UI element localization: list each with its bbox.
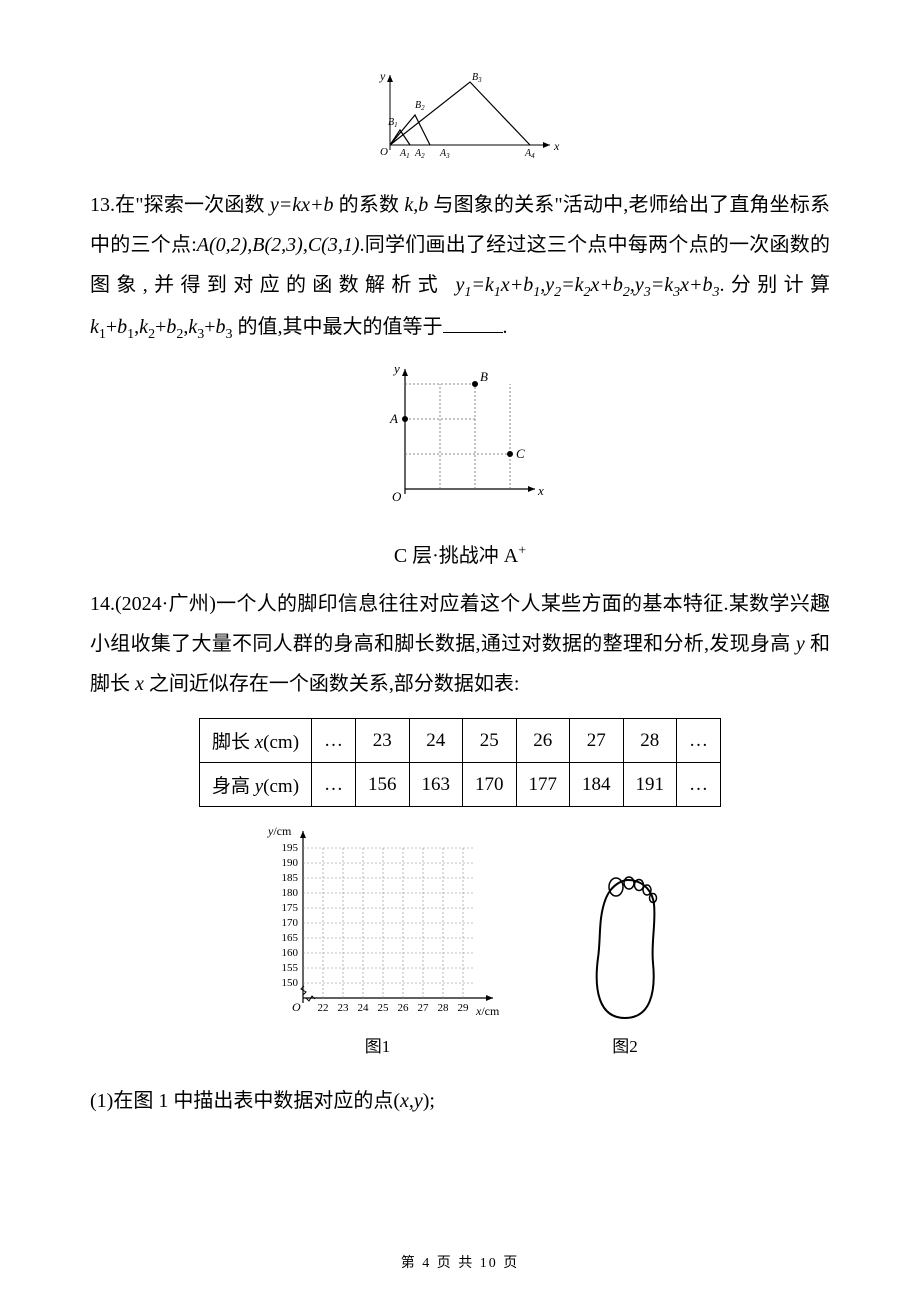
table-cell: 170 — [463, 763, 517, 807]
q13-paragraph: 13.在"探索一次函数 y=kx+b 的系数 k,b 与图象的关系"活动中,老师… — [90, 185, 830, 349]
table-row: 脚长 x(cm) … 23 24 25 26 27 28 … — [199, 719, 720, 763]
q14-y: y — [796, 633, 805, 655]
q13-kb: k,b — [404, 194, 428, 216]
table-header-x: 脚长 x(cm) — [199, 719, 311, 763]
svg-text:x: x — [553, 139, 560, 153]
table-cell: 25 — [463, 719, 517, 763]
svg-text:28: 28 — [437, 1002, 449, 1014]
figure-q13: x y O A B C — [90, 359, 830, 519]
table-header-y: 身高 y(cm) — [199, 763, 311, 807]
svg-text:185: 185 — [281, 872, 298, 884]
table-cell: 191 — [623, 763, 677, 807]
svg-text:175: 175 — [281, 902, 298, 914]
q14-t1: 14.(2024·广州)一个人的脚印信息往往对应着这个人某些方面的基本特征.某数… — [90, 593, 830, 655]
svg-text:A: A — [389, 411, 398, 426]
q14-paragraph: 14.(2024·广州)一个人的脚印信息往往对应着这个人某些方面的基本特征.某数… — [90, 584, 830, 704]
table-cell: 156 — [356, 763, 410, 807]
table-cell: … — [677, 763, 721, 807]
svg-text:A3: A3 — [439, 148, 450, 160]
page-container: x y O A1 A2 A3 A4 B1 B2 B3 13.在"探索一次函数 y… — [0, 0, 920, 1302]
svg-text:B2: B2 — [415, 100, 425, 112]
page-footer: 第 4 页 共 10 页 — [0, 1252, 920, 1272]
table-cell: 163 — [409, 763, 463, 807]
svg-text:B1: B1 — [388, 117, 398, 129]
q13-svg: x y O A B C — [370, 359, 550, 514]
q14-chart1-svg: O x/cm y/cm 150 155 160 165 170 175 180 … — [248, 823, 508, 1023]
svg-text:25: 25 — [377, 1002, 389, 1014]
fill-blank — [443, 312, 503, 333]
q14-chart1-wrap: O x/cm y/cm 150 155 160 165 170 175 180 … — [248, 823, 508, 1057]
table-cell: 27 — [570, 719, 624, 763]
q13-t2: 的系数 — [334, 194, 405, 216]
chart1-caption: 图1 — [248, 1032, 508, 1057]
q13-formula: y=kx+b — [270, 194, 334, 216]
section-c-sup: + — [518, 543, 526, 558]
q13-t7: . — [503, 316, 508, 338]
table-cell: … — [677, 719, 721, 763]
svg-text:165: 165 — [281, 932, 298, 944]
svg-text:23: 23 — [337, 1002, 349, 1014]
figure-q12: x y O A1 A2 A3 A4 B1 B2 B3 — [90, 70, 830, 165]
svg-text:B3: B3 — [472, 72, 482, 84]
q14-subq1-text: (1)在图 1 中描出表中数据对应的点(x,y); — [90, 1090, 435, 1112]
svg-text:C: C — [516, 446, 525, 461]
svg-text:A4: A4 — [524, 148, 535, 160]
q13-sums: k1+b1,k2+b2,k3+b3 — [90, 316, 233, 338]
section-c-heading: C 层·挑战冲 A+ — [90, 539, 830, 568]
chart2-caption: 图2 — [578, 1032, 673, 1057]
q14-figures-row: O x/cm y/cm 150 155 160 165 170 175 180 … — [90, 823, 830, 1057]
svg-text:155: 155 — [281, 962, 298, 974]
svg-text:B: B — [480, 369, 488, 384]
table-cell: 23 — [356, 719, 410, 763]
svg-text:A2: A2 — [414, 148, 425, 160]
svg-text:26: 26 — [397, 1002, 409, 1014]
q14-x: x — [135, 673, 144, 695]
svg-text:O: O — [392, 489, 402, 504]
svg-text:x/cm: x/cm — [475, 1004, 500, 1018]
table-row: 身高 y(cm) … 156 163 170 177 184 191 … — [199, 763, 720, 807]
svg-text:22: 22 — [317, 1002, 328, 1014]
q13-points: A(0,2),B(2,3),C(3,1) — [197, 234, 360, 256]
svg-text:180: 180 — [281, 887, 298, 899]
table-cell: … — [312, 719, 356, 763]
svg-text:24: 24 — [357, 1002, 369, 1014]
q14-subq1: (1)在图 1 中描出表中数据对应的点(x,y); — [90, 1081, 830, 1121]
q14-t3: 之间近似存在一个函数关系,部分数据如表: — [144, 673, 520, 695]
svg-text:160: 160 — [281, 947, 298, 959]
svg-text:y: y — [379, 70, 386, 83]
svg-text:x: x — [537, 483, 544, 498]
table-cell: 177 — [516, 763, 570, 807]
svg-text:O: O — [292, 1000, 301, 1014]
table-cell: 184 — [570, 763, 624, 807]
footprint-icon — [578, 868, 673, 1023]
svg-text:27: 27 — [417, 1002, 429, 1014]
q13-eqs: y1=k1x+b1,y2=k2x+b2,y3=k3x+b3 — [456, 274, 720, 296]
footer-b: 页 共 — [431, 1256, 480, 1271]
svg-text:170: 170 — [281, 917, 298, 929]
svg-text:195: 195 — [281, 842, 298, 854]
svg-text:O: O — [380, 146, 388, 158]
table-cell: 24 — [409, 719, 463, 763]
table-cell: 28 — [623, 719, 677, 763]
q13-t6: 的值,其中最大的值等于 — [233, 316, 443, 338]
table-cell: 26 — [516, 719, 570, 763]
footer-c: 页 — [498, 1256, 520, 1271]
q12-svg: x y O A1 A2 A3 A4 B1 B2 B3 — [360, 70, 560, 160]
table-cell: … — [312, 763, 356, 807]
svg-text:150: 150 — [281, 977, 298, 989]
q14-chart2-wrap: 图2 — [578, 868, 673, 1057]
footer-a: 第 — [401, 1256, 423, 1271]
q14-data-table: 脚长 x(cm) … 23 24 25 26 27 28 … 身高 y(cm) … — [199, 718, 721, 807]
footer-current: 4 — [422, 1256, 431, 1271]
section-c-text: C 层·挑战冲 A — [394, 545, 518, 567]
svg-text:y/cm: y/cm — [267, 824, 292, 838]
svg-text:A1: A1 — [399, 148, 410, 160]
svg-text:29: 29 — [457, 1002, 469, 1014]
footer-total: 10 — [480, 1256, 498, 1271]
q13-t5: .分别计算 — [720, 274, 830, 296]
svg-text:190: 190 — [281, 857, 298, 869]
q13-t1: 13.在"探索一次函数 — [90, 194, 270, 216]
svg-text:y: y — [392, 361, 400, 376]
